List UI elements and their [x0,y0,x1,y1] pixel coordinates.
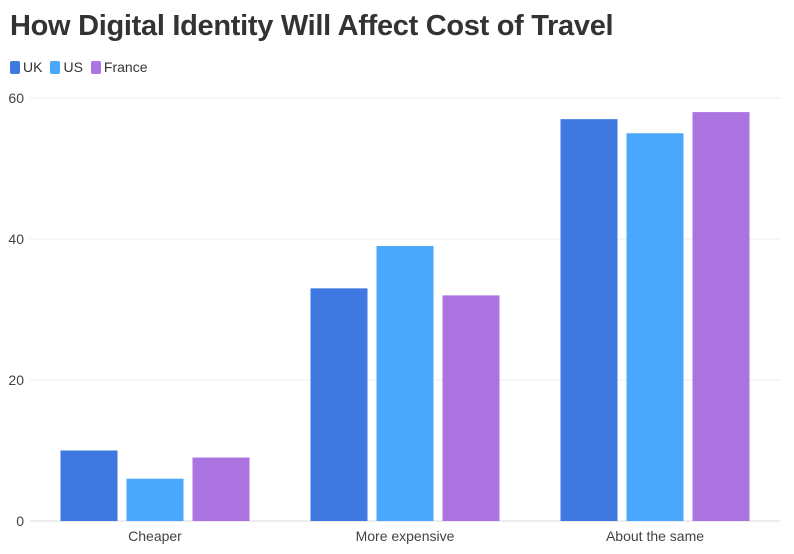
bar-us-about-the-same[interactable] [626,133,684,521]
x-tick-label: About the same [606,528,704,544]
bar-france-more-expensive[interactable] [442,295,500,521]
bars [60,112,750,522]
chart-legend: UK US France [10,59,147,75]
legend-item-uk[interactable]: UK [10,59,42,75]
legend-item-us[interactable]: US [50,59,83,75]
y-tick-label: 20 [8,372,24,388]
bar-uk-about-the-same[interactable] [560,119,618,522]
y-tick-label: 40 [8,231,24,247]
legend-item-france[interactable]: France [90,59,148,75]
bar-us-cheaper[interactable] [126,478,184,521]
bar-uk-cheaper[interactable] [60,450,118,522]
bar-uk-more-expensive[interactable] [310,288,368,521]
legend-swatch-france [90,60,101,74]
legend-label-us: US [63,59,83,75]
bar-us-more-expensive[interactable] [376,246,434,522]
legend-swatch-us [50,60,61,74]
x-tick-label: Cheaper [128,528,182,544]
legend-label-uk: UK [23,59,43,75]
chart-title: How Digital Identity Will Affect Cost of… [10,10,614,42]
y-axis-ticks: 0 20 40 60 [8,90,24,529]
y-tick-label: 0 [16,513,24,529]
x-tick-label: More expensive [356,528,455,544]
bar-france-cheaper[interactable] [192,457,250,521]
bar-france-about-the-same[interactable] [692,112,750,521]
legend-swatch-uk [10,60,20,74]
legend-label-france: France [103,59,148,75]
y-tick-label: 60 [8,90,24,106]
x-axis-ticks: Cheaper More expensive About the same [128,528,704,544]
